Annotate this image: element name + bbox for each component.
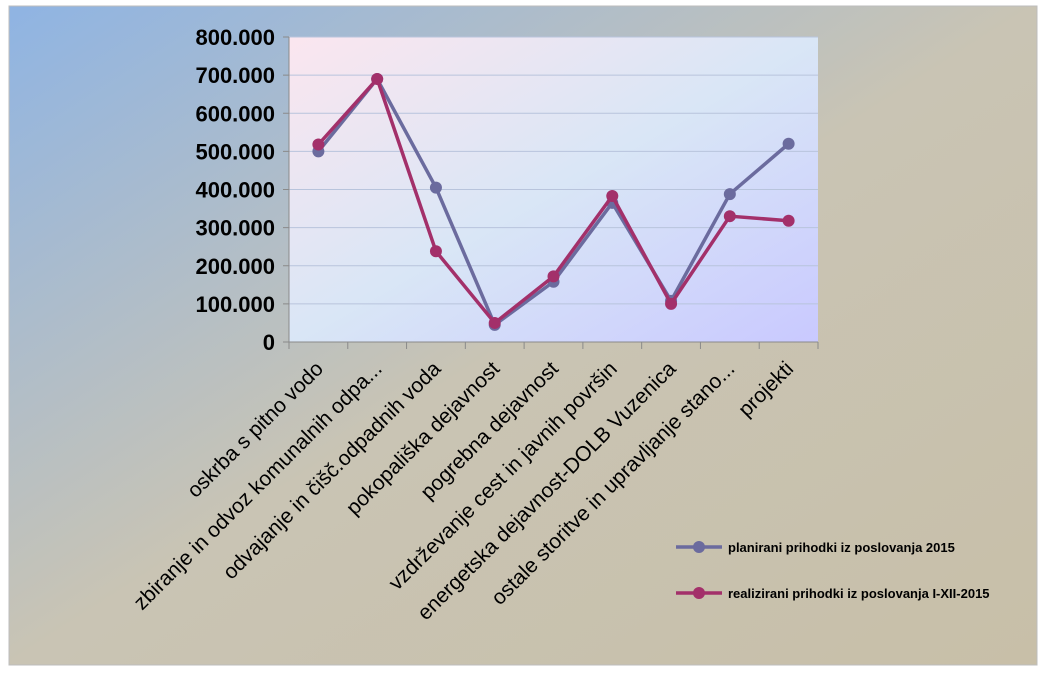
legend-entry: planirani prihodki iz poslovanja 2015: [676, 540, 955, 555]
data-point: [312, 138, 325, 151]
y-tick-label: 300.000: [195, 216, 275, 241]
data-point: [606, 189, 619, 202]
data-series: [312, 72, 795, 331]
y-tick-label: 600.000: [195, 101, 275, 126]
legend-label: planirani prihodki iz poslovanja 2015: [728, 540, 955, 555]
legend-swatch-marker: [693, 587, 705, 599]
y-tick-label: 200.000: [195, 254, 275, 279]
data-point: [547, 270, 560, 283]
y-tick-label: 400.000: [195, 178, 275, 203]
data-point: [429, 245, 442, 258]
series-2: [312, 72, 795, 329]
data-point: [723, 210, 736, 223]
legend-label: realizirani prihodki iz poslovanja I-XII…: [728, 586, 990, 601]
data-point: [665, 297, 678, 310]
data-point: [488, 316, 501, 329]
y-axis-tick-labels: 0 100.000 200.000 300.000 400.000 500.000 600.…: [195, 25, 275, 355]
y-tick-label: 700.000: [195, 63, 275, 88]
y-tick-label: 100.000: [195, 292, 275, 317]
legend-swatch-marker: [693, 541, 705, 553]
y-tick-label: 0: [263, 330, 275, 355]
data-point: [782, 137, 795, 150]
data-point: [723, 188, 736, 201]
data-point: [782, 214, 795, 227]
y-tick-label: 500.000: [195, 139, 275, 164]
legend-entry: realizirani prihodki iz poslovanja I-XII…: [676, 586, 990, 601]
data-point: [429, 181, 442, 194]
data-point: [371, 72, 384, 85]
legend: planirani prihodki iz poslovanja 2015 rea…: [676, 540, 990, 601]
axes: [283, 36, 819, 349]
y-tick-label: 800.000: [195, 25, 275, 50]
